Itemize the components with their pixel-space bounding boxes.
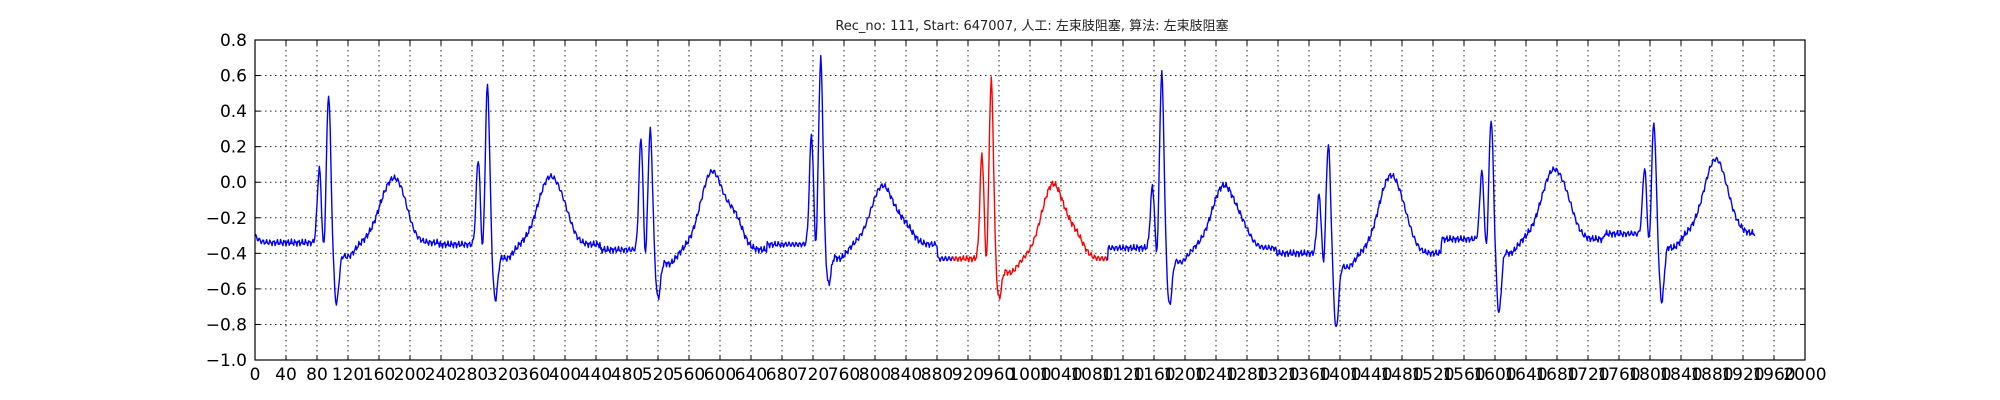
x-tick-label: 1160 <box>1132 365 1175 385</box>
x-tick-label: 2000 <box>1783 365 1826 385</box>
y-tick-label: −1.0 <box>206 351 247 371</box>
x-tick-label: 720 <box>797 365 829 385</box>
x-tick-label: 400 <box>549 365 581 385</box>
x-tick-label: 960 <box>983 365 1015 385</box>
x-tick-label: 1840 <box>1659 365 1702 385</box>
x-tick-label: 1440 <box>1349 365 1392 385</box>
x-tick-label: 560 <box>673 365 705 385</box>
x-tick-label: 280 <box>456 365 488 385</box>
x-tick-label: 1240 <box>1194 365 1237 385</box>
x-tick-label: 1720 <box>1566 365 1609 385</box>
x-tick-label: 880 <box>921 365 953 385</box>
y-tick-label: −0.8 <box>206 315 247 335</box>
x-tick-label: 240 <box>425 365 457 385</box>
x-tick-label: 1560 <box>1442 365 1485 385</box>
x-tick-label: 1640 <box>1504 365 1547 385</box>
x-tick-label: 760 <box>828 365 860 385</box>
ecg-series-line-3 <box>1106 69 1756 328</box>
x-tick-label: 1080 <box>1070 365 1113 385</box>
x-tick-label: 1920 <box>1721 365 1764 385</box>
y-tick-label: 0.4 <box>220 102 247 122</box>
x-tick-label: 80 <box>306 365 328 385</box>
y-axis: −1.0 −0.8 −0.6 −0.4 −0.2 0.0 0.2 0.4 0.6 0.8 <box>206 31 1805 371</box>
x-tick-label: 840 <box>890 365 922 385</box>
chart-title: Rec_no: 111, Start: 647007, 人工: 左束肢阻塞, 算… <box>835 18 1228 34</box>
x-tick-label: 0 <box>250 365 261 385</box>
x-tick-label: 1760 <box>1597 365 1640 385</box>
y-tick-label: 0.0 <box>220 173 247 193</box>
series-group <box>254 54 1756 328</box>
x-tick-label: 1000 <box>1008 365 1051 385</box>
x-tick-label: 1960 <box>1752 365 1795 385</box>
x-tick-label: 1880 <box>1690 365 1733 385</box>
ecg-series-line-2 <box>951 76 1108 300</box>
grid-lines <box>254 39 1806 361</box>
x-tick-label: 800 <box>859 365 891 385</box>
y-tick-label: −0.4 <box>206 244 247 264</box>
y-tick-label: 0.2 <box>220 138 247 158</box>
x-tick-label: 1680 <box>1535 365 1578 385</box>
y-tick-label: −0.2 <box>206 209 247 229</box>
x-tick-label: 520 <box>642 365 674 385</box>
x-tick-label: 1200 <box>1163 365 1206 385</box>
x-tick-label: 1400 <box>1318 365 1361 385</box>
x-tick-label: 1480 <box>1380 365 1423 385</box>
x-tick-label: 600 <box>704 365 736 385</box>
x-tick-label: 40 <box>275 365 297 385</box>
x-tick-label: 120 <box>332 365 364 385</box>
x-tick-label: 680 <box>766 365 798 385</box>
x-tick-label: 320 <box>487 365 519 385</box>
x-tick-label: 1120 <box>1101 365 1144 385</box>
ecg-series-line-1 <box>254 54 954 306</box>
y-tick-label: 0.6 <box>220 67 247 87</box>
x-tick-label: 1600 <box>1473 365 1516 385</box>
x-tick-label: 1040 <box>1039 365 1082 385</box>
x-tick-label: 440 <box>580 365 612 385</box>
y-tick-label: 0.8 <box>220 31 247 51</box>
x-tick-label: 1320 <box>1256 365 1299 385</box>
x-tick-label: 160 <box>363 365 395 385</box>
x-tick-label: 480 <box>611 365 643 385</box>
x-tick-label: 1800 <box>1628 365 1671 385</box>
x-tick-label: 200 <box>394 365 426 385</box>
y-tick-label: −0.6 <box>206 280 247 300</box>
x-tick-label: 360 <box>518 365 550 385</box>
x-tick-label: 1360 <box>1287 365 1330 385</box>
x-tick-label: 1520 <box>1411 365 1454 385</box>
x-tick-label: 640 <box>735 365 767 385</box>
x-tick-label: 920 <box>952 365 984 385</box>
x-tick-label: 1280 <box>1225 365 1268 385</box>
x-axis: 0 40 80 12016020024028032036040044048052056… <box>250 40 1827 385</box>
